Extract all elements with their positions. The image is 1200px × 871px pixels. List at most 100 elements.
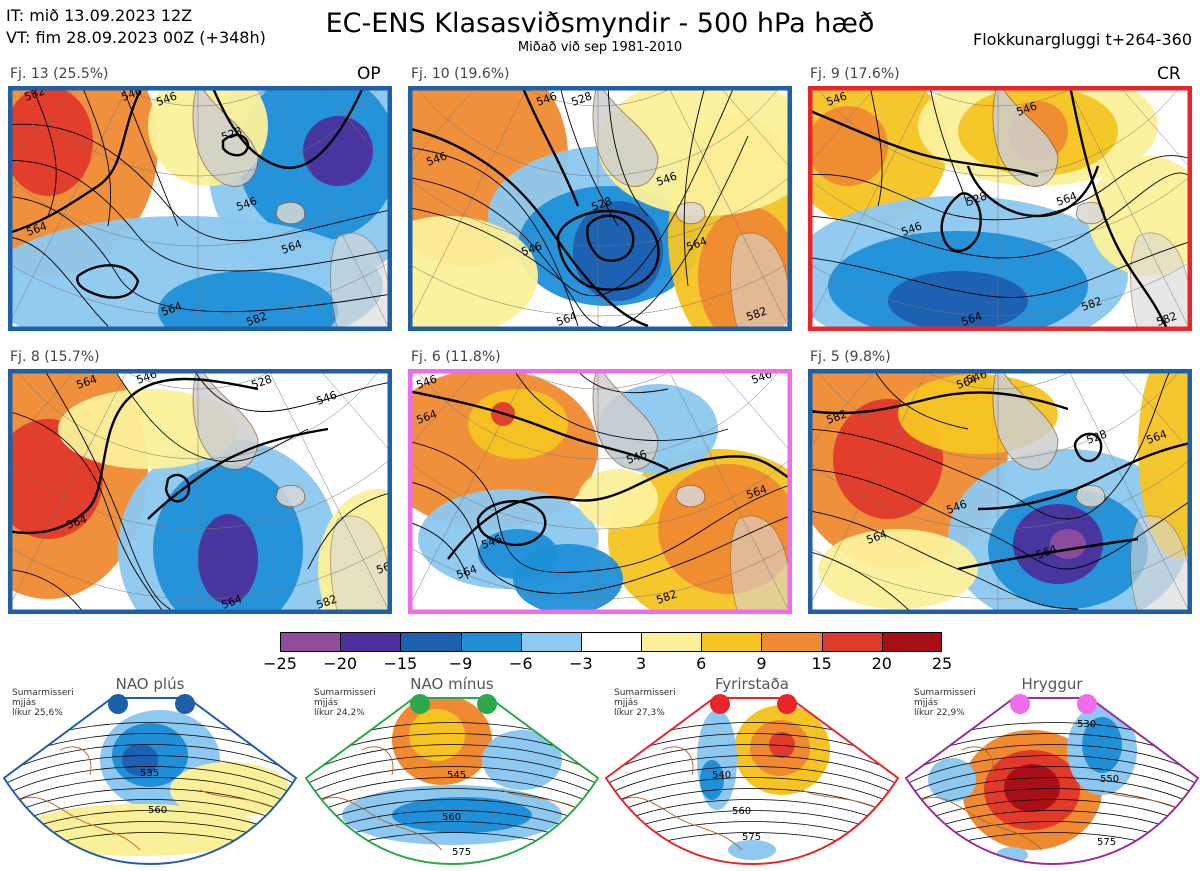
anomaly-area: [392, 797, 532, 833]
regime-name: Fyrirstaða: [715, 675, 789, 693]
cluster-map-1[interactable]: 582 546 546 528 546 564 564 564 582: [8, 86, 392, 331]
height-contour: [306, 777, 598, 816]
height-contour: [4, 766, 296, 805]
anomaly-area: [513, 544, 623, 614]
anomaly-area: [769, 732, 795, 758]
height-contour-major: [476, 500, 547, 547]
graticule: [808, 86, 1192, 331]
page-title: EC-ENS Klasasviðsmyndir - 500 hPa hæð: [325, 8, 875, 39]
panel-tag-cr: CR: [1157, 64, 1181, 84]
height-contour-major: [8, 377, 259, 535]
panel-frame: [408, 369, 792, 614]
contour-label: 575: [1097, 837, 1116, 848]
height-contour: [8, 236, 109, 327]
iceland-landmass: [675, 202, 706, 225]
anomaly-area: [198, 514, 258, 604]
regime-note: Sumarmisseri mjjás líkur 25,6%: [12, 688, 74, 718]
height-contour: [929, 86, 969, 207]
height-contour-major: [221, 133, 250, 157]
height-contour-major: [808, 391, 1069, 415]
height-contour-major: [408, 127, 649, 328]
cluster-map-3[interactable]: 546 546 528 546 564 564 582 582: [808, 86, 1192, 331]
cluster-map-6[interactable]: 564 546 582 528 546 564 564 564: [808, 369, 1192, 614]
regime-frame: [604, 697, 900, 865]
colorbar-tick-label: 25: [931, 654, 953, 673]
regime-marker: [710, 694, 730, 714]
page-subtitle: Miðað við sep 1981-2010: [517, 40, 683, 55]
regime-ridge: 530 550 575 Hryggur Sumarmisseri mjjás líkur …: [902, 675, 1200, 865]
height-contour: [408, 440, 792, 573]
contour-label: 560: [148, 805, 167, 816]
height-contour-major: [940, 192, 982, 253]
panel-label-3: Fj. 9 (17.6%): [810, 66, 900, 82]
anomaly-area: [482, 730, 562, 790]
anomaly-area: [818, 529, 978, 609]
regime-sector-map: 535 560: [2, 697, 298, 865]
height-contour: [408, 480, 792, 594]
regime-frame: [304, 697, 600, 865]
colorbar-swatch: [881, 632, 943, 652]
height-contour: [906, 766, 1198, 805]
colorbar-tick-label: 3: [635, 654, 647, 673]
colorbar-tick-label: 6: [696, 654, 707, 673]
regime-marker: [1077, 694, 1097, 714]
thin-contours: [808, 86, 1192, 298]
contour-label: 545: [447, 770, 466, 781]
height-contour-major: [1073, 432, 1103, 463]
height-contour-major: [556, 209, 660, 291]
height-contour: [808, 510, 1079, 610]
height-contour: [575, 369, 669, 394]
panel-tag-op: OP: [357, 64, 381, 84]
height-contour: [606, 766, 898, 805]
regime-marker: [1010, 694, 1030, 714]
height-contour: [81, 86, 112, 227]
height-contour: [607, 86, 649, 217]
colorbar-swatch: [280, 632, 341, 652]
contour-label: 560: [442, 812, 461, 823]
height-contour: [808, 550, 914, 614]
colorbar-swatch: [761, 632, 823, 652]
greenland-landmass: [192, 369, 259, 470]
height-contour: [8, 123, 392, 242]
panel-frame: [808, 369, 1192, 614]
contour-label: 575: [452, 847, 471, 858]
cluster-map-4[interactable]: 564 546 528 546 564 564 582 564: [8, 369, 392, 614]
clustering-window: Flokkunargluggi t+264-360: [973, 30, 1192, 49]
panel-label-2: Fj. 10 (19.6%): [411, 66, 510, 82]
contour-label: 535: [140, 768, 159, 779]
contour-label: 560: [732, 806, 751, 817]
height-contour: [31, 86, 57, 217]
thick-contours: [808, 86, 1170, 331]
anomaly-area: [409, 709, 465, 761]
colorbar-swatch: [520, 632, 582, 652]
regime-marker: [175, 694, 195, 714]
height-contour: [606, 777, 898, 816]
land: [192, 86, 392, 331]
contour-label: 550: [1100, 774, 1119, 785]
thick-contours: [408, 389, 792, 560]
coastline: [621, 746, 883, 851]
initial-time: IT: mið 13.09.2023 12Z: [6, 6, 193, 25]
panel-label-4: Fj. 8 (15.7%): [10, 349, 100, 365]
regime-blocking: 540 560 575 Fyrirstaða Sumarmisseri mjjás lík…: [602, 675, 902, 865]
height-contour-major: [586, 214, 635, 263]
colorbar-tick-label: −9: [448, 654, 473, 673]
cluster-map-5[interactable]: 546 564 546 564 546 564 582 546: [408, 369, 792, 614]
regime-sector-map: 545 560 575: [304, 697, 600, 865]
panel-frame: [808, 86, 1192, 331]
anomaly-area: [573, 201, 663, 301]
height-contour-major: [977, 441, 1192, 511]
anomaly-area: [1082, 717, 1122, 773]
height-contour: [808, 240, 1192, 298]
cluster-map-2[interactable]: 546 528 546 528 546 564 546 564 582: [408, 86, 792, 331]
height-contour: [306, 755, 598, 794]
colorbar-tick-label: 20: [871, 654, 892, 673]
regime-sector-map: 540 560 575: [604, 697, 900, 865]
panel-label-1: Fj. 13 (25.5%): [10, 66, 109, 82]
colorbar-tick-label: −25: [263, 654, 297, 673]
height-contour-major: [147, 427, 329, 520]
colorbar-tick-label: 9: [756, 654, 767, 673]
anomaly-fill: [808, 369, 1192, 614]
thick-contours: [808, 391, 1192, 571]
